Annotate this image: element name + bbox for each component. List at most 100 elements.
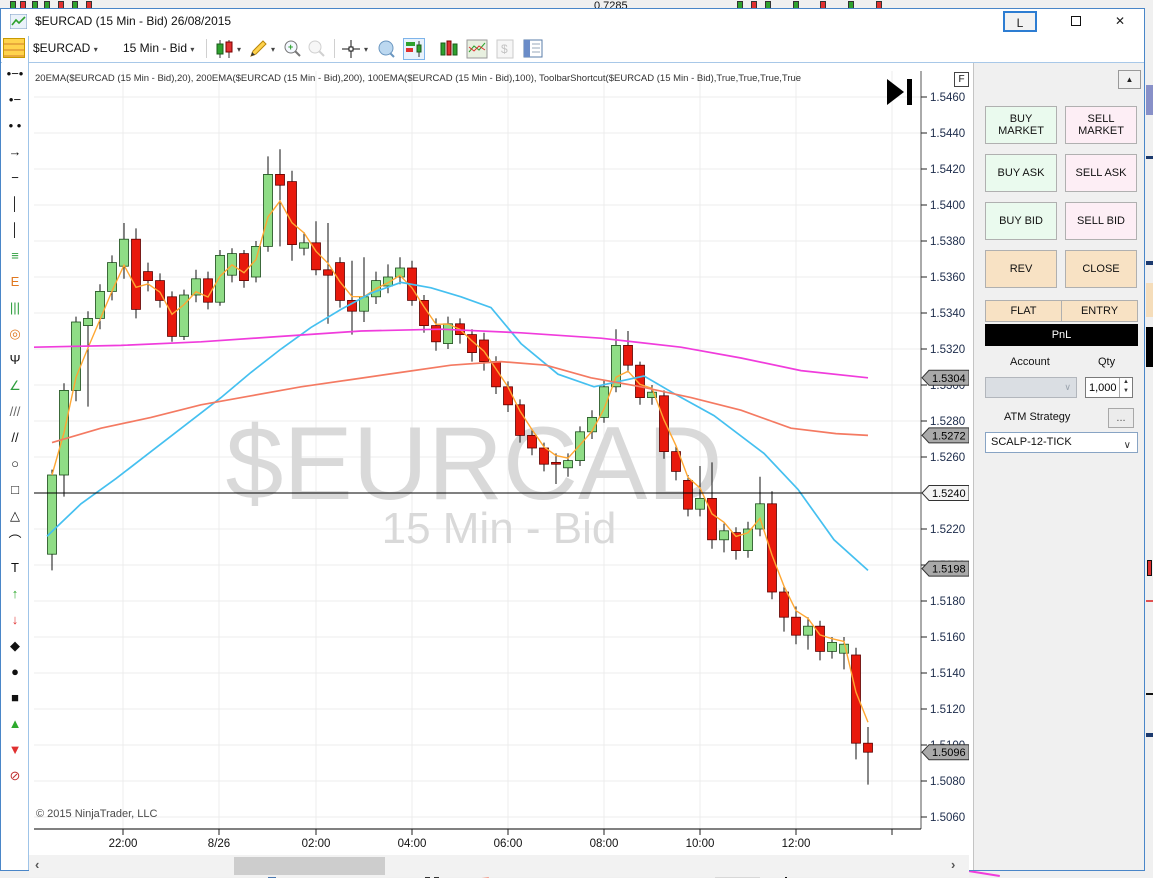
account-select[interactable]: ∨ bbox=[985, 377, 1077, 398]
svg-text:04:00: 04:00 bbox=[398, 838, 427, 850]
fib-time-tool[interactable]: ||| bbox=[9, 300, 21, 315]
buy-market-button[interactable]: BUY MARKET bbox=[985, 106, 1057, 144]
zoom-out-icon[interactable] bbox=[306, 38, 328, 60]
chart-window: $EURCAD (15 Min - Bid) 26/08/2015 L ✕ $E… bbox=[0, 8, 1145, 877]
vertical-line-2-tool[interactable]: │ bbox=[10, 222, 20, 237]
channel-tool[interactable]: // bbox=[11, 430, 19, 445]
pitchfork-tool[interactable]: Ψ bbox=[9, 352, 21, 367]
ema-layer bbox=[33, 199, 869, 723]
svg-text:1.5140: 1.5140 bbox=[930, 668, 965, 680]
chart-window-icon bbox=[10, 14, 27, 29]
triangle-tool[interactable]: △ bbox=[10, 508, 20, 523]
chevron-down-icon[interactable]: ▾ bbox=[237, 45, 242, 54]
crosshair-icon[interactable] bbox=[340, 38, 362, 60]
arc-tool[interactable]: ⌒ bbox=[8, 534, 22, 549]
chevron-down-icon[interactable]: ▾ bbox=[364, 45, 369, 54]
square-marker-tool[interactable]: ■ bbox=[11, 690, 19, 705]
svg-text:1.5340: 1.5340 bbox=[930, 308, 965, 320]
atm-strategy-select[interactable]: SCALP-12-TICK ∨ bbox=[985, 432, 1138, 453]
zoom-in-icon[interactable]: + bbox=[282, 38, 304, 60]
ellipse-tool[interactable]: ○ bbox=[11, 456, 19, 471]
atm-strategy-label: ATM Strategy bbox=[1004, 411, 1071, 423]
svg-text:1.5440: 1.5440 bbox=[930, 128, 965, 140]
close-button[interactable]: ✕ bbox=[1103, 11, 1137, 32]
chart-area[interactable]: $EURCAD 15 Min - Bid 1.5460 1.5440 1.5420 1.5… bbox=[29, 63, 969, 854]
triangle-down-marker-tool[interactable]: ▼ bbox=[8, 742, 22, 757]
quantity-input[interactable] bbox=[1086, 378, 1118, 397]
interval-dropdown[interactable]: 15 Min - Bid ▾ bbox=[123, 41, 195, 55]
fixed-scale-button[interactable]: F bbox=[954, 72, 969, 87]
drawing-tools-icon[interactable] bbox=[3, 38, 25, 58]
diamond-marker-tool[interactable]: ◆ bbox=[10, 638, 20, 653]
reverse-button[interactable]: REV bbox=[985, 250, 1057, 288]
commission-icon[interactable]: $ bbox=[494, 38, 516, 60]
background-fragment bbox=[737, 1, 743, 8]
buy-ask-button[interactable]: BUY ASK bbox=[985, 154, 1057, 192]
chevron-down-icon[interactable]: ▾ bbox=[271, 45, 276, 54]
bar-spacing-icon[interactable] bbox=[438, 38, 460, 60]
arrow-up-marker-tool[interactable]: ↑ bbox=[11, 586, 19, 601]
background-fragment bbox=[1146, 156, 1153, 159]
title-bar[interactable]: $EURCAD (15 Min - Bid) 26/08/2015 L ✕ bbox=[1, 9, 1144, 35]
horizontal-scrollbar[interactable]: ‹ › bbox=[29, 855, 969, 877]
arrow-line-tool[interactable]: → bbox=[8, 144, 22, 159]
layout-button[interactable]: L bbox=[1003, 11, 1037, 32]
remove-drawing-tool[interactable]: ⊘ bbox=[9, 768, 21, 783]
mini-chart-icon[interactable] bbox=[466, 38, 488, 60]
text-tool-tool[interactable]: T bbox=[11, 560, 19, 575]
close-position-button[interactable]: CLOSE bbox=[1065, 250, 1137, 288]
sell-bid-button[interactable]: SELL BID bbox=[1065, 202, 1137, 240]
fib-circle-tool[interactable]: ◎ bbox=[9, 326, 21, 341]
entry-indicator[interactable]: ENTRY bbox=[1062, 301, 1137, 321]
price-tag bbox=[921, 427, 969, 444]
gann-fan-tool[interactable]: ∠ bbox=[9, 378, 21, 393]
horizontal-line-tool[interactable]: − bbox=[11, 170, 19, 185]
scroll-right-arrow[interactable]: › bbox=[951, 857, 956, 872]
vertical-line-tool[interactable]: │ bbox=[10, 196, 20, 211]
ray-dots-tool[interactable]: • • bbox=[8, 118, 22, 133]
maximize-button[interactable] bbox=[1059, 11, 1093, 32]
drawing-toolbar: •−• •− • • → − │ │ ≡ E ||| ◎ Ψ ∠/////○ □ △ ⌒ T ↑ ↓ ◆ ● ■ ▲ ▼ ⊘ bbox=[2, 36, 29, 870]
symbol-dropdown[interactable]: $EURCAD ▾ bbox=[33, 41, 98, 55]
atm-more-button[interactable]: ... bbox=[1108, 408, 1134, 428]
extended-line-tool[interactable]: •− bbox=[8, 92, 22, 107]
price-tags: 1.5304 1.5272 1.5240 1.5198 1.5096 bbox=[921, 369, 969, 761]
svg-text:12:00: 12:00 bbox=[782, 838, 811, 850]
data-box-icon[interactable] bbox=[375, 38, 397, 60]
scroll-left-arrow[interactable]: ‹ bbox=[35, 857, 40, 872]
collapse-panel-button[interactable]: ▲ bbox=[1118, 70, 1141, 89]
fib-extension-tool[interactable]: E bbox=[10, 274, 20, 289]
background-window-right bbox=[1146, 8, 1153, 871]
svg-text:22:00: 22:00 bbox=[109, 838, 138, 850]
regression-channel-tool[interactable]: /// bbox=[9, 404, 21, 419]
dot-marker-tool[interactable]: ● bbox=[11, 664, 19, 679]
arrow-down-marker-tool[interactable]: ↓ bbox=[11, 612, 19, 627]
rectangle-tool[interactable]: □ bbox=[11, 482, 19, 497]
svg-text:1.5380: 1.5380 bbox=[930, 236, 965, 248]
background-fragment bbox=[1146, 327, 1153, 367]
properties-icon[interactable] bbox=[522, 38, 544, 60]
sell-market-button[interactable]: SELL MARKET bbox=[1065, 106, 1137, 144]
quantity-stepper[interactable]: ▲▼ bbox=[1085, 377, 1133, 398]
sell-ask-button[interactable]: SELL ASK bbox=[1065, 154, 1137, 192]
triangle-up-marker-tool[interactable]: ▲ bbox=[8, 716, 22, 731]
drawing-pencil-icon[interactable] bbox=[247, 38, 269, 60]
background-fragment bbox=[848, 1, 854, 8]
chart-trader-icon[interactable] bbox=[403, 38, 425, 60]
ema-slow-line bbox=[33, 328, 869, 379]
price-tag bbox=[921, 485, 969, 501]
trend-line-tool[interactable]: •−• bbox=[6, 66, 24, 81]
chevron-down-icon: ▾ bbox=[190, 45, 195, 54]
scrollbar-thumb[interactable] bbox=[234, 857, 385, 875]
axis-layer: 1.5460 1.5440 1.5420 1.5400 1.5380 1.5360 1.53… bbox=[34, 71, 965, 850]
svg-text:1.5260: 1.5260 bbox=[930, 452, 965, 464]
fib-retracement-tool[interactable]: ≡ bbox=[11, 248, 19, 263]
flat-indicator[interactable]: FLAT bbox=[986, 301, 1062, 321]
buy-bid-button[interactable]: BUY BID bbox=[985, 202, 1057, 240]
svg-text:8/26: 8/26 bbox=[208, 838, 230, 850]
chart-style-candles-icon[interactable] bbox=[213, 38, 235, 60]
background-fragment bbox=[1147, 560, 1152, 576]
quantity-spin-buttons[interactable]: ▲ ▼ bbox=[1119, 378, 1132, 397]
